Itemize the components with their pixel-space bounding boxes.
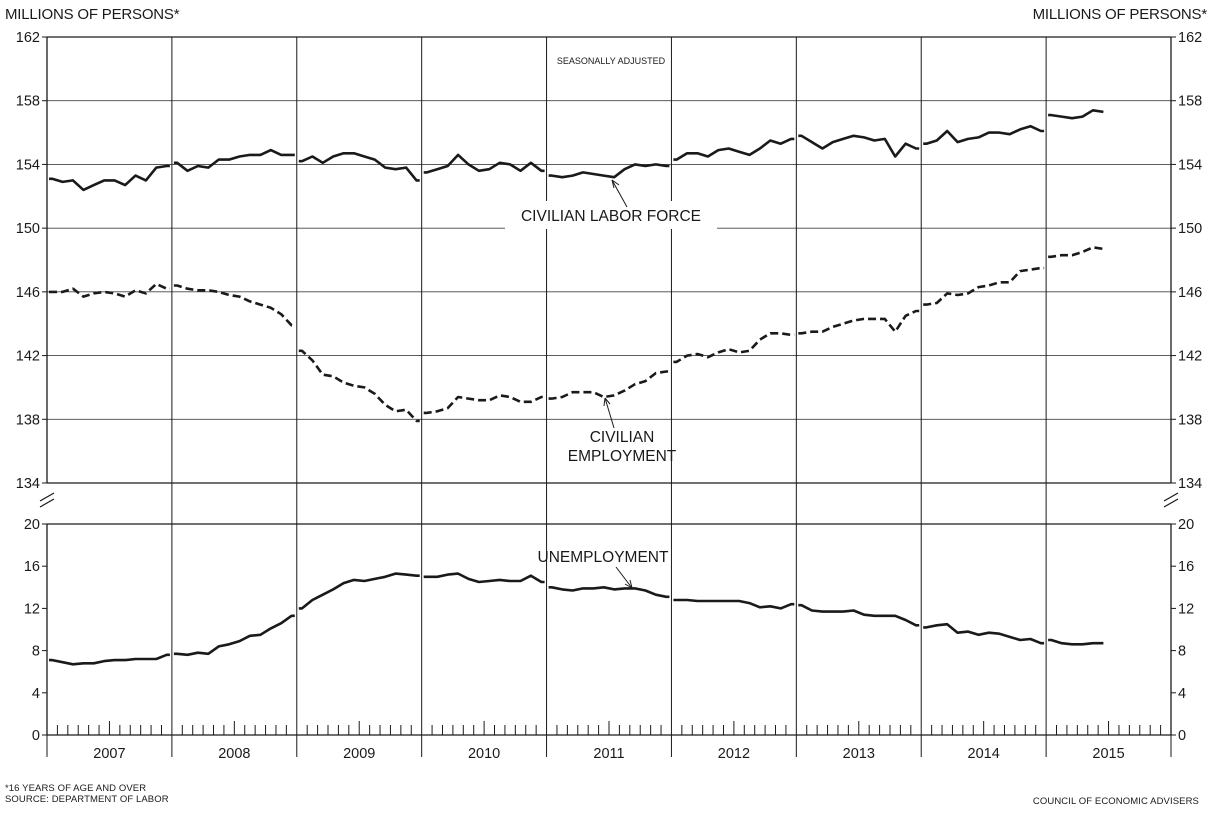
upper-ytick-label-right: 150 (1178, 221, 1202, 237)
labor-force-line (798, 134, 920, 158)
year-label: 2011 (593, 746, 624, 762)
axis-break-mark-right (1163, 492, 1179, 502)
upper-ytick-label-right: 134 (1178, 476, 1202, 492)
upper-ytick-label-left: 150 (16, 221, 40, 237)
year-label: 2013 (843, 746, 875, 762)
left-units-label: MILLIONS OF PERSONS* (5, 6, 180, 23)
upper-ytick-label-left: 138 (16, 412, 40, 428)
series-label-employment-line1: CIVILIAN (590, 429, 655, 446)
series-label-unemployment: UNEMPLOYMENT (538, 549, 669, 566)
lower-ytick-label-right: 4 (1178, 686, 1186, 702)
upper-ytick-label-left: 154 (16, 157, 40, 173)
employment-line (1048, 246, 1104, 259)
year-label: 2010 (468, 746, 500, 762)
unemployment-line (49, 653, 170, 666)
employment-line (423, 394, 545, 415)
source-note: SOURCE: DEPARTMENT OF LABOR (5, 794, 169, 805)
employment-line (548, 370, 670, 400)
upper-ytick-label-right: 154 (1178, 157, 1202, 173)
credit-note: COUNCIL OF ECONOMIC ADVISERS (1032, 796, 1199, 807)
labor-force-line (1048, 109, 1104, 120)
year-label: 2015 (1092, 746, 1124, 762)
seasonally-adjusted-note: SEASONALLY ADJUSTED (557, 56, 666, 66)
unemployment-arrowhead (624, 579, 633, 589)
employment-line (49, 282, 170, 298)
employment-line (173, 284, 295, 327)
upper-ytick-label-right: 162 (1178, 30, 1202, 46)
employment-line (673, 332, 795, 364)
gridlines (47, 37, 1171, 757)
unemployment-line (1048, 638, 1104, 646)
unemployment-line (548, 586, 670, 599)
labor-force-pointer (611, 179, 628, 208)
employment-line (298, 349, 420, 423)
lower-ytick-label-left: 16 (24, 559, 40, 575)
footnote: *16 YEARS OF AGE AND OVER (5, 783, 147, 794)
upper-ytick-label-right: 146 (1178, 285, 1202, 301)
employment-line (923, 266, 1045, 306)
lower-ytick-label-left: 0 (32, 728, 40, 744)
lower-ytick-label-left: 8 (32, 644, 40, 660)
unemployment-line (798, 603, 920, 627)
series-lines (49, 109, 1104, 666)
axes: 134 134 138 138 142 142 146 146 150 150 154 154 158 1… (16, 30, 1202, 762)
lower-ytick-label-right: 8 (1178, 644, 1186, 660)
lower-ytick-label-left: 4 (32, 686, 40, 702)
series-label-employment-line2: EMPLOYMENT (568, 448, 677, 465)
axis-break-mark-right (1163, 498, 1179, 508)
unemployment-line (673, 598, 795, 610)
unemployment-line (923, 622, 1045, 645)
upper-ytick-label-left: 158 (16, 94, 40, 110)
labor-force-line (673, 137, 795, 161)
lower-ytick-label-right: 16 (1178, 559, 1194, 575)
upper-ytick-label-left: 146 (16, 285, 40, 301)
labor-force-line (423, 153, 545, 174)
lower-ytick-label-left: 20 (24, 517, 40, 533)
right-units-label: MILLIONS OF PERSONS* (1032, 6, 1208, 23)
year-label: 2008 (218, 746, 250, 762)
year-label: 2014 (968, 746, 1000, 762)
axis-break-mark-left (39, 498, 55, 508)
year-label: 2012 (718, 746, 750, 762)
labor-force-line (548, 163, 670, 179)
labor-force-line (298, 152, 420, 182)
upper-ytick-label-left: 142 (16, 349, 40, 365)
unemployment-line (423, 572, 545, 584)
upper-ytick-label-left: 162 (16, 30, 40, 46)
unemployment-line (173, 614, 295, 657)
series-label-labor-force: CIVILIAN LABOR FORCE (521, 208, 701, 225)
labor-force-line (49, 164, 170, 192)
employment-line (798, 309, 920, 335)
axis-break-mark-left (39, 492, 55, 502)
labor-force-line (923, 124, 1045, 145)
lower-ytick-label-right: 12 (1178, 601, 1194, 617)
unemployment-line (298, 572, 420, 610)
labor-force-line (173, 148, 295, 173)
unemployment-pointer (615, 566, 633, 589)
lower-ytick-label-right: 20 (1178, 517, 1194, 533)
annotations: CIVILIAN LABOR FORCE SEASONALLY ADJUSTED… (505, 56, 717, 589)
year-label: 2007 (93, 746, 125, 762)
lower-ytick-label-left: 12 (24, 601, 40, 617)
labor-force-arrowhead (611, 179, 620, 189)
employment-pointer (604, 397, 615, 429)
employment-arrowhead (603, 397, 611, 407)
year-label: 2009 (343, 746, 375, 762)
upper-ytick-label-right: 142 (1178, 349, 1202, 365)
upper-ytick-label-left: 134 (16, 476, 40, 492)
label-mask (505, 201, 717, 229)
upper-ytick-label-right: 158 (1178, 94, 1202, 110)
lower-ytick-label-right: 0 (1178, 728, 1186, 744)
upper-ytick-label-right: 138 (1178, 412, 1202, 428)
